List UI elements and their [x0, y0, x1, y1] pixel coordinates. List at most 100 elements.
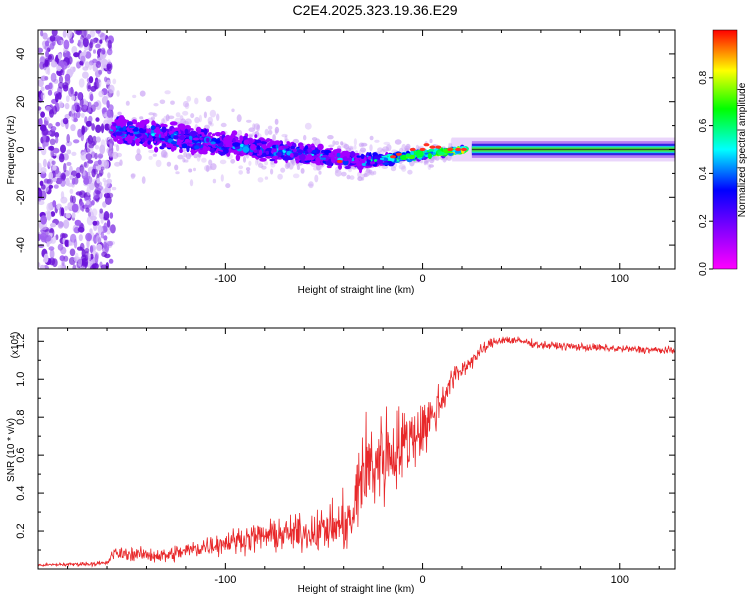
hot-spot — [336, 159, 343, 164]
signal-blob — [349, 151, 356, 158]
halo-blob — [231, 108, 235, 113]
signal-blob — [382, 162, 390, 165]
halo-blob — [194, 116, 200, 124]
noise-blob — [58, 101, 64, 109]
halo-blob — [115, 144, 120, 152]
signal-blob — [328, 152, 333, 157]
noise-blob — [78, 234, 83, 242]
noise-blob — [38, 146, 43, 151]
signal-blob — [123, 125, 127, 131]
noise-blob — [68, 241, 75, 246]
signal-blob — [214, 132, 222, 136]
signal-blob — [131, 119, 138, 125]
noise-blob — [82, 37, 89, 48]
halo-blob — [188, 168, 193, 173]
noise-blob — [90, 215, 97, 221]
signal-blob — [232, 137, 236, 143]
halo-blob — [428, 164, 434, 168]
noise-blob — [102, 201, 107, 208]
signal-blob — [239, 135, 244, 142]
hot-spot — [461, 147, 467, 152]
signal-blob — [114, 131, 123, 136]
noise-blob — [87, 211, 92, 217]
halo-blob — [372, 170, 377, 175]
halo-blob — [194, 97, 199, 105]
signal-blob — [154, 146, 159, 153]
noise-blob — [52, 177, 57, 182]
noise-blob — [49, 138, 56, 145]
signal-blob — [155, 137, 160, 142]
signal-blob — [116, 139, 124, 145]
signal-blob — [223, 136, 231, 142]
signal-blob — [366, 158, 371, 166]
noise-blob — [103, 222, 108, 233]
noise-blob — [101, 95, 109, 105]
halo-blob — [286, 161, 291, 168]
signal-blob — [205, 137, 210, 143]
noise-blob — [61, 257, 65, 267]
halo-blob — [245, 167, 251, 171]
noise-blob — [92, 220, 98, 226]
noise-blob — [52, 165, 57, 171]
noise-blob — [49, 249, 55, 259]
signal-blob — [289, 153, 294, 158]
signal-blob — [355, 153, 360, 156]
hot-spot — [409, 147, 416, 152]
halo-blob — [386, 144, 392, 152]
noise-blob — [78, 257, 82, 267]
halo-blob — [175, 171, 180, 175]
signal-blob — [282, 156, 290, 161]
signal-blob — [129, 132, 134, 137]
noise-blob — [60, 178, 66, 187]
signal-blob — [179, 135, 186, 141]
signal-blob — [258, 142, 263, 147]
noise-blob — [38, 233, 41, 242]
noise-blob — [79, 164, 84, 174]
noise-blob — [53, 35, 61, 41]
noise-blob — [42, 158, 47, 168]
halo-blob — [348, 145, 354, 150]
halo-blob — [109, 152, 113, 158]
noise-blob — [68, 87, 75, 97]
signal-blob — [288, 157, 292, 160]
halo-blob — [125, 100, 130, 106]
noise-blob — [91, 208, 98, 217]
halo-blob — [377, 147, 384, 153]
halo-blob — [106, 141, 111, 145]
halo-blob — [189, 179, 194, 187]
noise-blob — [64, 239, 69, 247]
signal-blob — [329, 147, 334, 151]
x-tick-label: -100 — [214, 574, 236, 586]
hot-spot — [423, 143, 430, 147]
signal-blob — [405, 153, 411, 158]
signal-blob — [315, 157, 321, 163]
halo-blob — [109, 143, 113, 149]
noise-blob — [65, 50, 71, 59]
halo-blob — [353, 145, 357, 150]
signal-blob — [127, 121, 133, 127]
signal-blob — [374, 156, 379, 160]
signal-blob — [155, 131, 162, 135]
noise-blob — [71, 177, 76, 185]
y-tick-label: 0.8 — [15, 410, 27, 425]
snr-ylabel: SNR (10 * v/v) — [6, 418, 17, 482]
halo-blob — [242, 156, 247, 163]
noise-blob — [60, 191, 65, 199]
noise-blob — [106, 100, 110, 109]
x-tick-label: 100 — [611, 574, 629, 586]
signal-blob — [161, 126, 167, 133]
halo-blob — [368, 169, 372, 174]
halo-blob — [152, 112, 158, 118]
noise-blob — [65, 95, 70, 103]
noise-blob — [40, 75, 47, 82]
halo-blob — [448, 142, 452, 146]
signal-blob — [177, 123, 186, 130]
y-tick-label: 1.0 — [15, 372, 27, 387]
signal-blob — [154, 133, 160, 138]
noise-blob — [99, 39, 103, 44]
halo-blob — [116, 152, 122, 158]
noise-blob — [85, 200, 90, 206]
noise-blob — [71, 112, 75, 122]
snr-plot — [38, 336, 675, 568]
